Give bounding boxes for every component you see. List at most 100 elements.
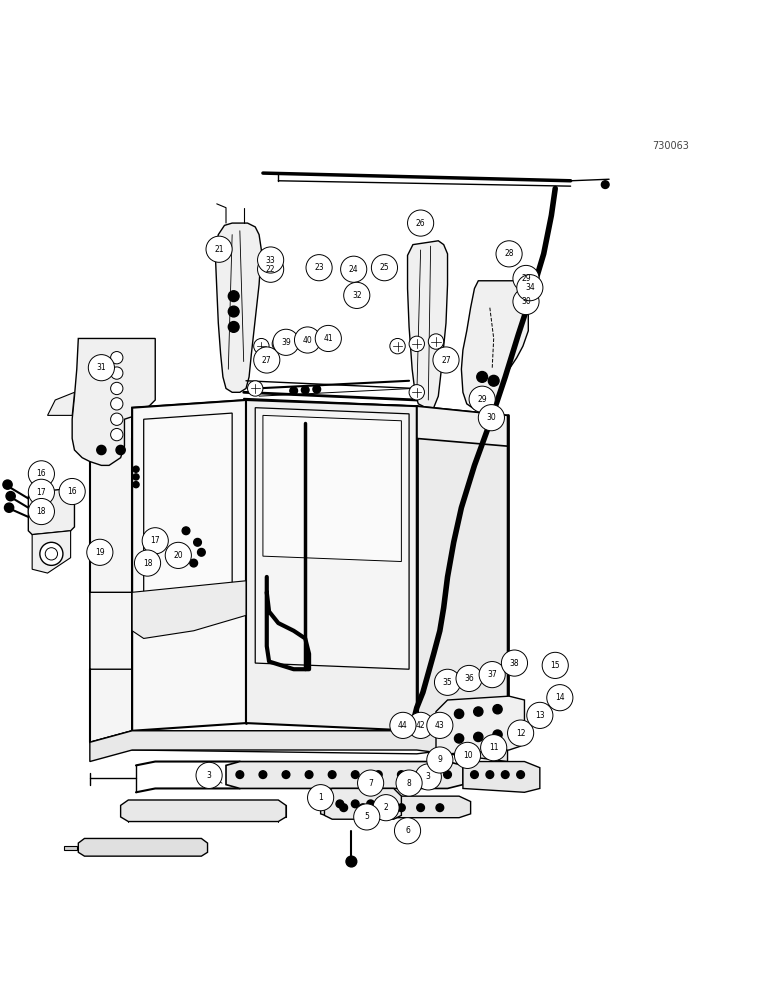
Text: 39: 39 xyxy=(281,338,291,347)
Polygon shape xyxy=(120,800,286,822)
Polygon shape xyxy=(246,400,417,731)
Text: 8: 8 xyxy=(407,779,411,788)
Polygon shape xyxy=(78,838,208,856)
Text: 43: 43 xyxy=(435,721,445,730)
Polygon shape xyxy=(90,731,507,762)
Text: 6: 6 xyxy=(405,826,410,835)
Circle shape xyxy=(516,771,524,778)
Text: 730063: 730063 xyxy=(652,141,689,151)
Polygon shape xyxy=(417,406,507,742)
Circle shape xyxy=(282,771,290,778)
Circle shape xyxy=(29,479,55,505)
Circle shape xyxy=(415,764,442,790)
Circle shape xyxy=(194,538,201,546)
Circle shape xyxy=(165,542,191,568)
Text: 17: 17 xyxy=(151,536,160,545)
Circle shape xyxy=(86,539,113,565)
Polygon shape xyxy=(436,696,524,754)
Circle shape xyxy=(254,338,269,354)
Polygon shape xyxy=(226,762,463,788)
Text: 33: 33 xyxy=(266,256,276,265)
Circle shape xyxy=(258,247,283,273)
Text: 30: 30 xyxy=(521,297,531,306)
Circle shape xyxy=(359,804,367,812)
Circle shape xyxy=(390,712,416,738)
Text: 7: 7 xyxy=(368,779,373,788)
Circle shape xyxy=(436,804,444,812)
Text: 16: 16 xyxy=(36,469,46,478)
Circle shape xyxy=(471,771,479,778)
Circle shape xyxy=(258,256,283,282)
Polygon shape xyxy=(320,796,471,818)
Circle shape xyxy=(479,405,504,431)
Circle shape xyxy=(307,785,334,811)
Text: 31: 31 xyxy=(96,363,107,372)
Text: 11: 11 xyxy=(489,743,499,752)
Circle shape xyxy=(96,445,106,455)
Polygon shape xyxy=(279,805,286,817)
Circle shape xyxy=(493,730,502,739)
Circle shape xyxy=(547,685,573,711)
Circle shape xyxy=(273,329,299,355)
Text: 29: 29 xyxy=(477,395,487,404)
Circle shape xyxy=(110,428,123,441)
Circle shape xyxy=(133,474,139,480)
Circle shape xyxy=(40,542,63,565)
Circle shape xyxy=(351,771,359,778)
Polygon shape xyxy=(408,241,448,408)
Circle shape xyxy=(110,367,123,379)
Circle shape xyxy=(501,771,509,778)
Polygon shape xyxy=(463,762,540,792)
Circle shape xyxy=(236,771,244,778)
Circle shape xyxy=(371,255,398,281)
Text: 22: 22 xyxy=(266,265,276,274)
Text: 42: 42 xyxy=(416,721,425,730)
Text: 3: 3 xyxy=(207,771,212,780)
Circle shape xyxy=(328,771,336,778)
Circle shape xyxy=(190,559,198,567)
Polygon shape xyxy=(256,408,409,669)
Circle shape xyxy=(396,770,422,796)
Circle shape xyxy=(6,492,15,501)
Circle shape xyxy=(427,712,453,738)
Text: 21: 21 xyxy=(215,245,224,254)
Polygon shape xyxy=(32,531,70,573)
Circle shape xyxy=(513,265,539,292)
Text: 2: 2 xyxy=(384,803,388,812)
Circle shape xyxy=(474,732,483,742)
Circle shape xyxy=(182,527,190,535)
Polygon shape xyxy=(215,223,262,392)
Circle shape xyxy=(229,291,239,302)
Polygon shape xyxy=(48,392,74,415)
Circle shape xyxy=(273,336,287,352)
Polygon shape xyxy=(132,400,246,731)
Circle shape xyxy=(229,306,239,317)
Circle shape xyxy=(301,386,309,394)
Circle shape xyxy=(456,665,482,692)
Circle shape xyxy=(110,382,123,395)
Text: 25: 25 xyxy=(380,263,389,272)
Circle shape xyxy=(516,275,543,301)
Text: 27: 27 xyxy=(262,356,272,365)
Text: 28: 28 xyxy=(504,249,514,258)
Polygon shape xyxy=(72,338,155,465)
Text: 3: 3 xyxy=(426,772,431,781)
Text: 9: 9 xyxy=(438,755,442,764)
Circle shape xyxy=(133,482,139,488)
Circle shape xyxy=(351,800,359,808)
Text: 37: 37 xyxy=(487,670,497,679)
Circle shape xyxy=(59,478,85,505)
Text: 19: 19 xyxy=(95,548,105,557)
Circle shape xyxy=(408,210,434,236)
Text: 18: 18 xyxy=(143,559,152,568)
Text: 34: 34 xyxy=(525,283,535,292)
Circle shape xyxy=(88,355,114,381)
Circle shape xyxy=(367,800,374,808)
Circle shape xyxy=(455,734,464,743)
Text: 36: 36 xyxy=(464,674,474,683)
Circle shape xyxy=(435,669,461,695)
Circle shape xyxy=(428,334,444,349)
Circle shape xyxy=(134,550,161,576)
Text: 29: 29 xyxy=(521,274,531,283)
Circle shape xyxy=(382,800,390,808)
